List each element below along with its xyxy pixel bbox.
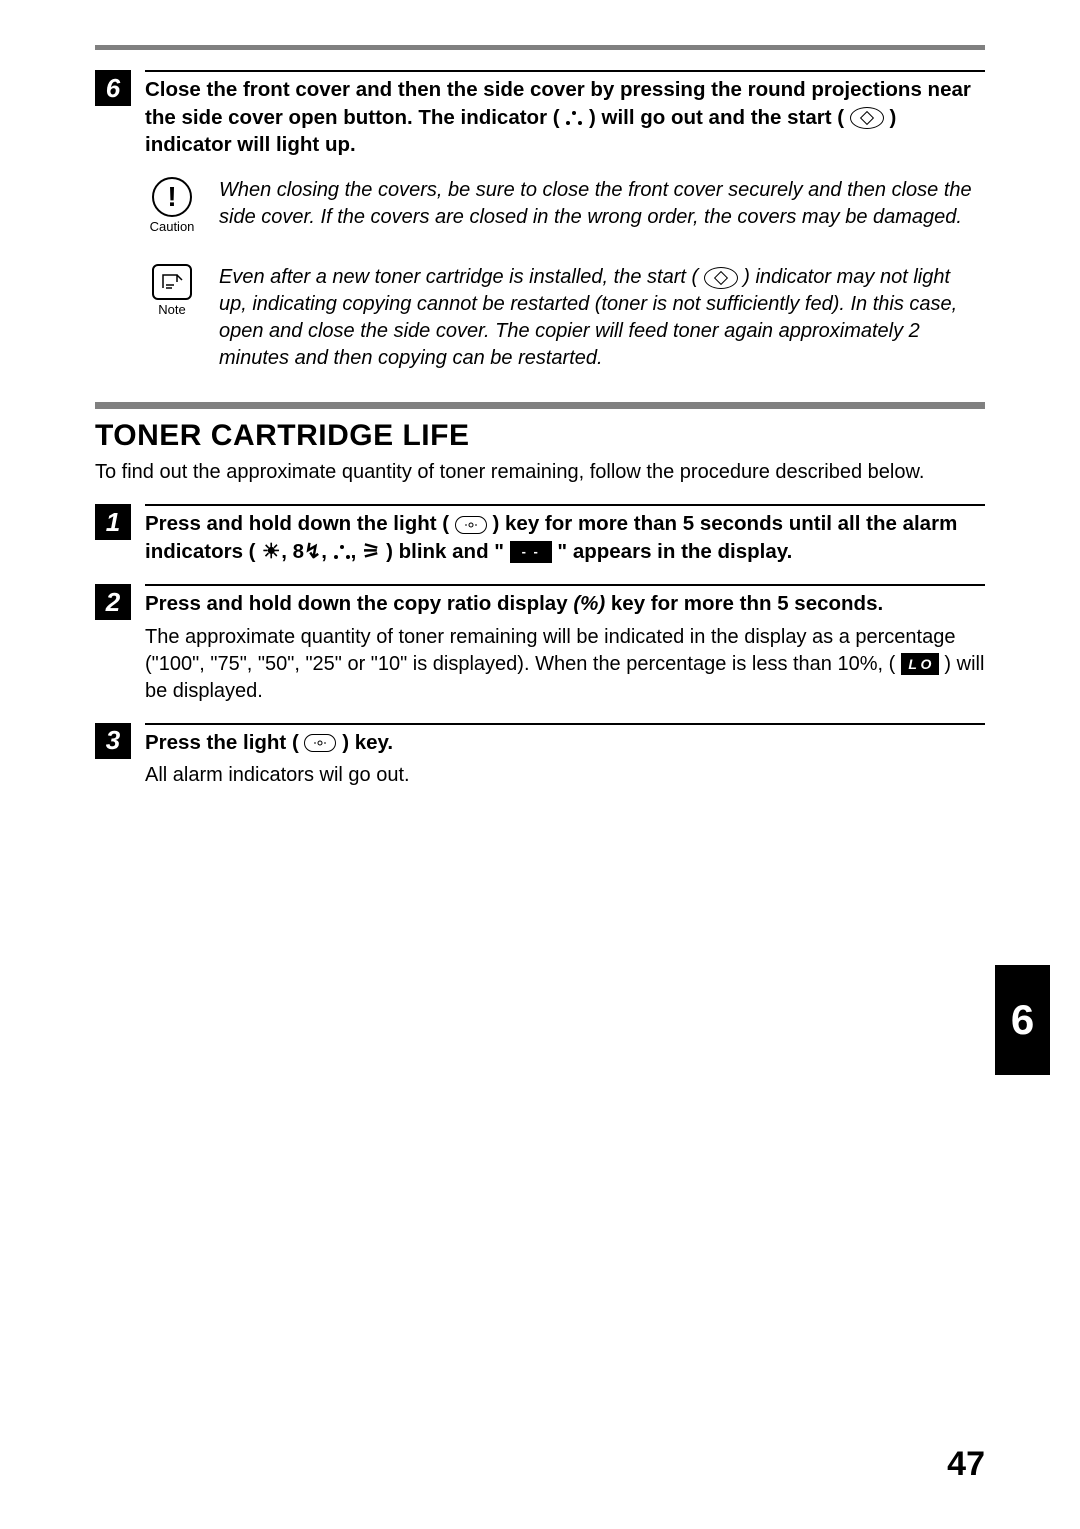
section-title: TONER CARTRIDGE LIFE xyxy=(95,419,985,453)
step-6-title: Close the front cover and then the side … xyxy=(145,76,985,159)
start-indicator-icon xyxy=(704,267,738,289)
step-3-title: Press the light ( ) key. xyxy=(145,729,985,757)
step-1-title: Press and hold down the light ( ) key fo… xyxy=(145,510,985,566)
step-2-body: The approximate quantity of toner remain… xyxy=(145,624,985,705)
step-6: 6 Close the front cover and then the sid… xyxy=(95,70,985,159)
alarm-indicator-2-icon: 8↯ xyxy=(293,538,322,566)
step-3: 3 Press the light ( ) key. All alarm ind… xyxy=(95,723,985,790)
step-2: 2 Press and hold down the copy ratio dis… xyxy=(95,584,985,705)
step-3-text-2: ) key. xyxy=(342,731,393,754)
step-1-text-4: " appears in the display. xyxy=(557,540,792,563)
note-text-1: Even after a new toner cartridge is inst… xyxy=(219,266,698,288)
percent-key: (%) xyxy=(573,592,611,615)
note-text: Even after a new toner cartridge is inst… xyxy=(199,264,975,372)
toner-dots-icon xyxy=(565,111,583,125)
caution-label: Caution xyxy=(145,219,199,234)
display-dashes-icon: - - xyxy=(510,541,552,563)
step-1-text-1: Press and hold down the light ( xyxy=(145,512,449,535)
caution-callout: ! Caution When closing the covers, be su… xyxy=(145,177,985,234)
page-top-bar xyxy=(95,45,985,50)
step-6-text-1: Close the front cover and then the side … xyxy=(145,78,971,129)
step-1: 1 Press and hold down the light ( ) key … xyxy=(95,504,985,566)
sep2: , xyxy=(321,540,332,563)
step-number-1: 1 xyxy=(95,504,131,540)
step-number-3: 3 xyxy=(95,723,131,759)
note-icon-wrap: Note xyxy=(145,264,199,317)
step-1-text-3: ) blink and " xyxy=(386,540,504,563)
caution-text: When closing the covers, be sure to clos… xyxy=(199,177,975,231)
start-indicator-icon xyxy=(850,107,884,129)
alarm-indicator-1-icon: ☀ xyxy=(261,538,281,566)
step-number-2: 2 xyxy=(95,584,131,620)
step-2-text-1: Press and hold down the copy ratio displ… xyxy=(145,592,573,615)
section-divider-bar xyxy=(95,402,985,409)
step-3-body: All alarm indicators wil go out. xyxy=(145,762,985,789)
exclamation-icon: ! xyxy=(167,183,176,211)
step-6-text-2: ) will go out and the start ( xyxy=(589,106,844,129)
step-2-text-2: key for more thn 5 seconds. xyxy=(611,592,883,615)
section-intro: To find out the approximate quantity of … xyxy=(95,459,985,486)
step-2-title: Press and hold down the copy ratio displ… xyxy=(145,590,985,618)
step-3-content: Press the light ( ) key. All alarm indic… xyxy=(145,723,985,790)
light-key-icon xyxy=(455,516,487,534)
step-6-content: Close the front cover and then the side … xyxy=(145,70,985,159)
step-3-text-1: Press the light ( xyxy=(145,731,299,754)
light-key-icon xyxy=(304,734,336,752)
step-1-content: Press and hold down the light ( ) key fo… xyxy=(145,504,985,566)
step-number-6: 6 xyxy=(95,70,131,106)
lo-display-icon: L O xyxy=(901,653,939,675)
sep3: , xyxy=(351,540,362,563)
page-number: 47 xyxy=(947,1445,985,1484)
note-label: Note xyxy=(145,302,199,317)
note-icon xyxy=(152,264,192,300)
caution-icon-wrap: ! Caution xyxy=(145,177,199,234)
alarm-indicator-4-icon: ⚞ xyxy=(362,538,380,566)
chapter-tab: 6 xyxy=(995,965,1050,1075)
alarm-indicator-3-icon xyxy=(333,545,351,559)
sep1: , xyxy=(281,540,292,563)
caution-icon: ! xyxy=(152,177,192,217)
note-callout: Note Even after a new toner cartridge is… xyxy=(145,264,985,372)
step-2-content: Press and hold down the copy ratio displ… xyxy=(145,584,985,705)
step-2-body-1: The approximate quantity of toner remain… xyxy=(145,626,955,675)
